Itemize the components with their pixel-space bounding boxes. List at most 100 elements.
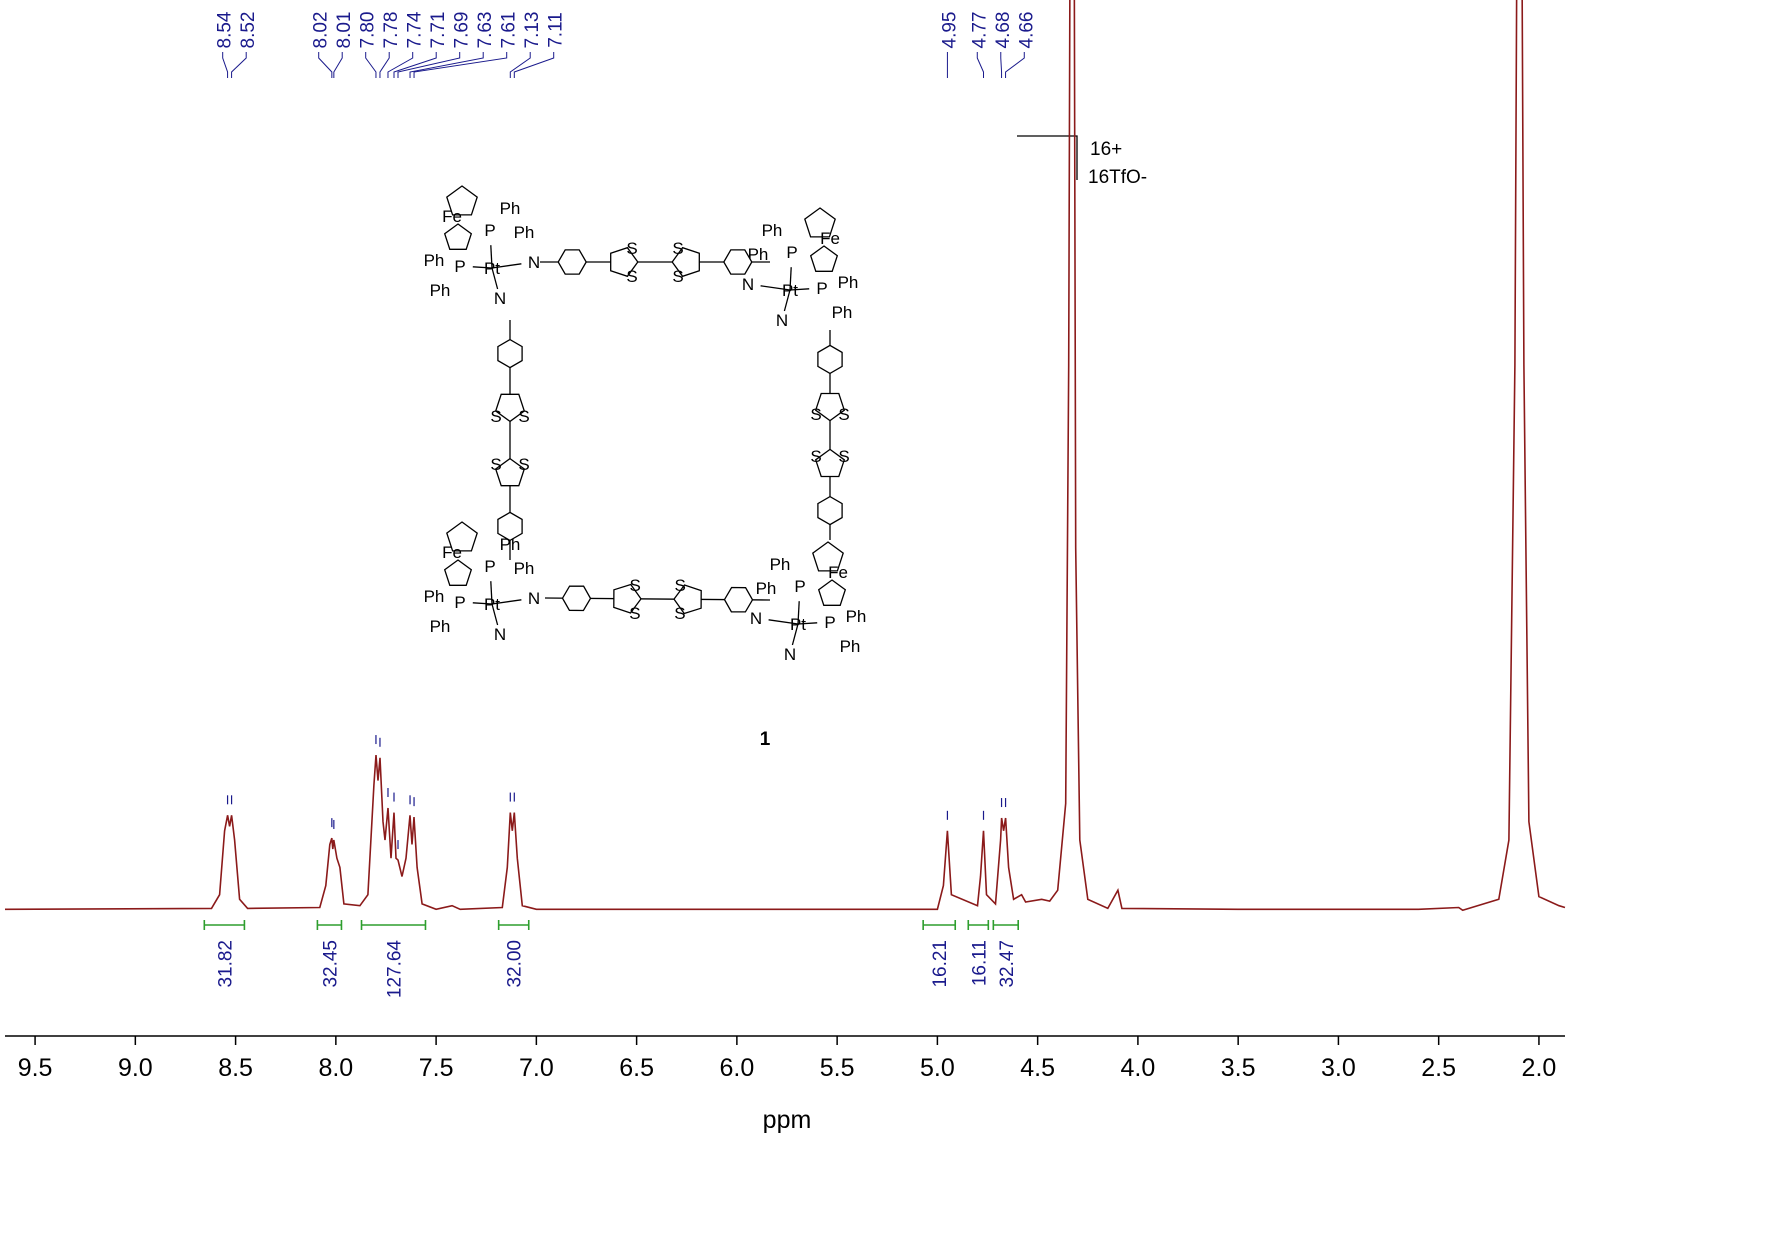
integral-bracket: [497, 920, 530, 930]
atom-label: P: [454, 593, 465, 612]
atom-label: S: [838, 405, 849, 424]
atom-label: S: [674, 604, 685, 623]
compound-label: 1: [760, 729, 771, 750]
atom-label: S: [629, 576, 640, 595]
atom-label: S: [629, 604, 640, 623]
ring: [671, 246, 700, 278]
atom-label: S: [626, 267, 637, 286]
ring: [723, 586, 754, 613]
peak-label: 4.95: [939, 12, 960, 49]
charge-bracket: [1017, 135, 1078, 180]
peak-label: 7.63: [475, 12, 496, 49]
peak-label: 7.71: [428, 12, 449, 49]
atom-label: Ph: [756, 579, 777, 598]
ring: [814, 392, 846, 422]
bond: [472, 602, 493, 605]
atom-label: Ph: [846, 607, 867, 626]
ring: [497, 338, 523, 369]
peak-connector: [513, 52, 555, 78]
ring: [613, 583, 642, 614]
atom-label: Ph: [430, 617, 451, 636]
atom-label: Pt: [782, 281, 798, 300]
bond: [797, 622, 818, 625]
atom-label: Ph: [840, 637, 861, 656]
bond: [491, 267, 499, 290]
peak-label: 8.54: [215, 11, 236, 48]
peak-label: 8.01: [334, 12, 355, 49]
ring: [561, 585, 592, 612]
atom-label: Ph: [762, 221, 783, 240]
peak-connector: [365, 52, 377, 78]
x-tick-label: 8.0: [318, 1054, 353, 1082]
ring: [812, 541, 844, 572]
charge-label: 16+: [1090, 139, 1122, 160]
atom-label: P: [824, 613, 835, 632]
peak-connector: [413, 52, 508, 78]
atom-label: S: [626, 239, 637, 258]
peak-connector: [379, 52, 390, 78]
integral-bracket: [922, 920, 957, 930]
x-tick-label: 8.5: [218, 1054, 253, 1082]
atom-label: Ph: [748, 245, 769, 264]
integral-bracket: [992, 920, 1019, 930]
integral-label: 32.00: [505, 940, 526, 988]
peak-connector: [222, 52, 229, 78]
ring: [494, 457, 526, 487]
spectrum-area: [4, 0, 1566, 912]
integral-bracket: [360, 920, 427, 930]
peak-label: 7.61: [499, 12, 520, 49]
peak-label: 8.02: [311, 12, 332, 49]
axes: 9.5 9.0 8.5 8.0 7.5 7.0 6.5 6.0 5.5 5.0 4.5 4.0 3.5 3…: [5, 11, 1565, 1134]
x-tick-label: 6.5: [619, 1054, 654, 1082]
x-tick-label: 3.0: [1321, 1054, 1356, 1082]
bond: [491, 603, 499, 626]
peak-connector: [409, 52, 484, 78]
integral-bracket: [203, 920, 246, 930]
atom-label: P: [484, 221, 495, 240]
counterion-label: 16TfO-: [1088, 167, 1147, 188]
atom-label: N: [750, 609, 762, 628]
spectrum-line: [4, 0, 1566, 912]
peak-connector: [509, 52, 531, 78]
peak-label: 7.74: [405, 11, 426, 48]
bond: [760, 285, 791, 291]
atom-label: Ph: [424, 251, 445, 270]
ring: [557, 249, 587, 275]
atom-label: N: [776, 311, 788, 330]
x-tick-label: 2.0: [1522, 1054, 1557, 1082]
x-tick-label: 3.5: [1221, 1054, 1256, 1082]
peak-connector: [333, 52, 343, 78]
atom-label: S: [810, 405, 821, 424]
x-tick-label: 4.5: [1020, 1054, 1055, 1082]
x-tick-label: 7.5: [419, 1054, 454, 1082]
atom-label: P: [786, 243, 797, 262]
atom-label: Pt: [484, 259, 500, 278]
ring: [673, 584, 702, 615]
atom-label: P: [454, 257, 465, 276]
peak-connector: [397, 52, 461, 78]
peak-label: 7.78: [381, 12, 402, 49]
atom-label: S: [490, 407, 501, 426]
peak-connector: [393, 52, 437, 78]
atom-label: Ph: [424, 587, 445, 606]
atom-label: N: [784, 645, 796, 664]
peak-connector: [231, 52, 247, 78]
atom-label: S: [810, 447, 821, 466]
bond: [490, 245, 493, 269]
bond: [789, 267, 792, 291]
x-tick-label: 7.0: [519, 1054, 554, 1082]
integral-bracket: [316, 920, 343, 930]
integral-label: 16.11: [969, 940, 990, 986]
integral-label: 32.45: [320, 940, 341, 988]
peak-connector: [387, 52, 414, 78]
peak-connector: [1005, 52, 1025, 78]
ring: [443, 223, 473, 250]
x-tick-label: 9.5: [18, 1054, 53, 1082]
atom-label: S: [672, 267, 683, 286]
peak-connector: [318, 52, 333, 78]
x-axis-label: ppm: [763, 1106, 812, 1134]
ring: [610, 246, 639, 278]
atom-label: P: [484, 557, 495, 576]
